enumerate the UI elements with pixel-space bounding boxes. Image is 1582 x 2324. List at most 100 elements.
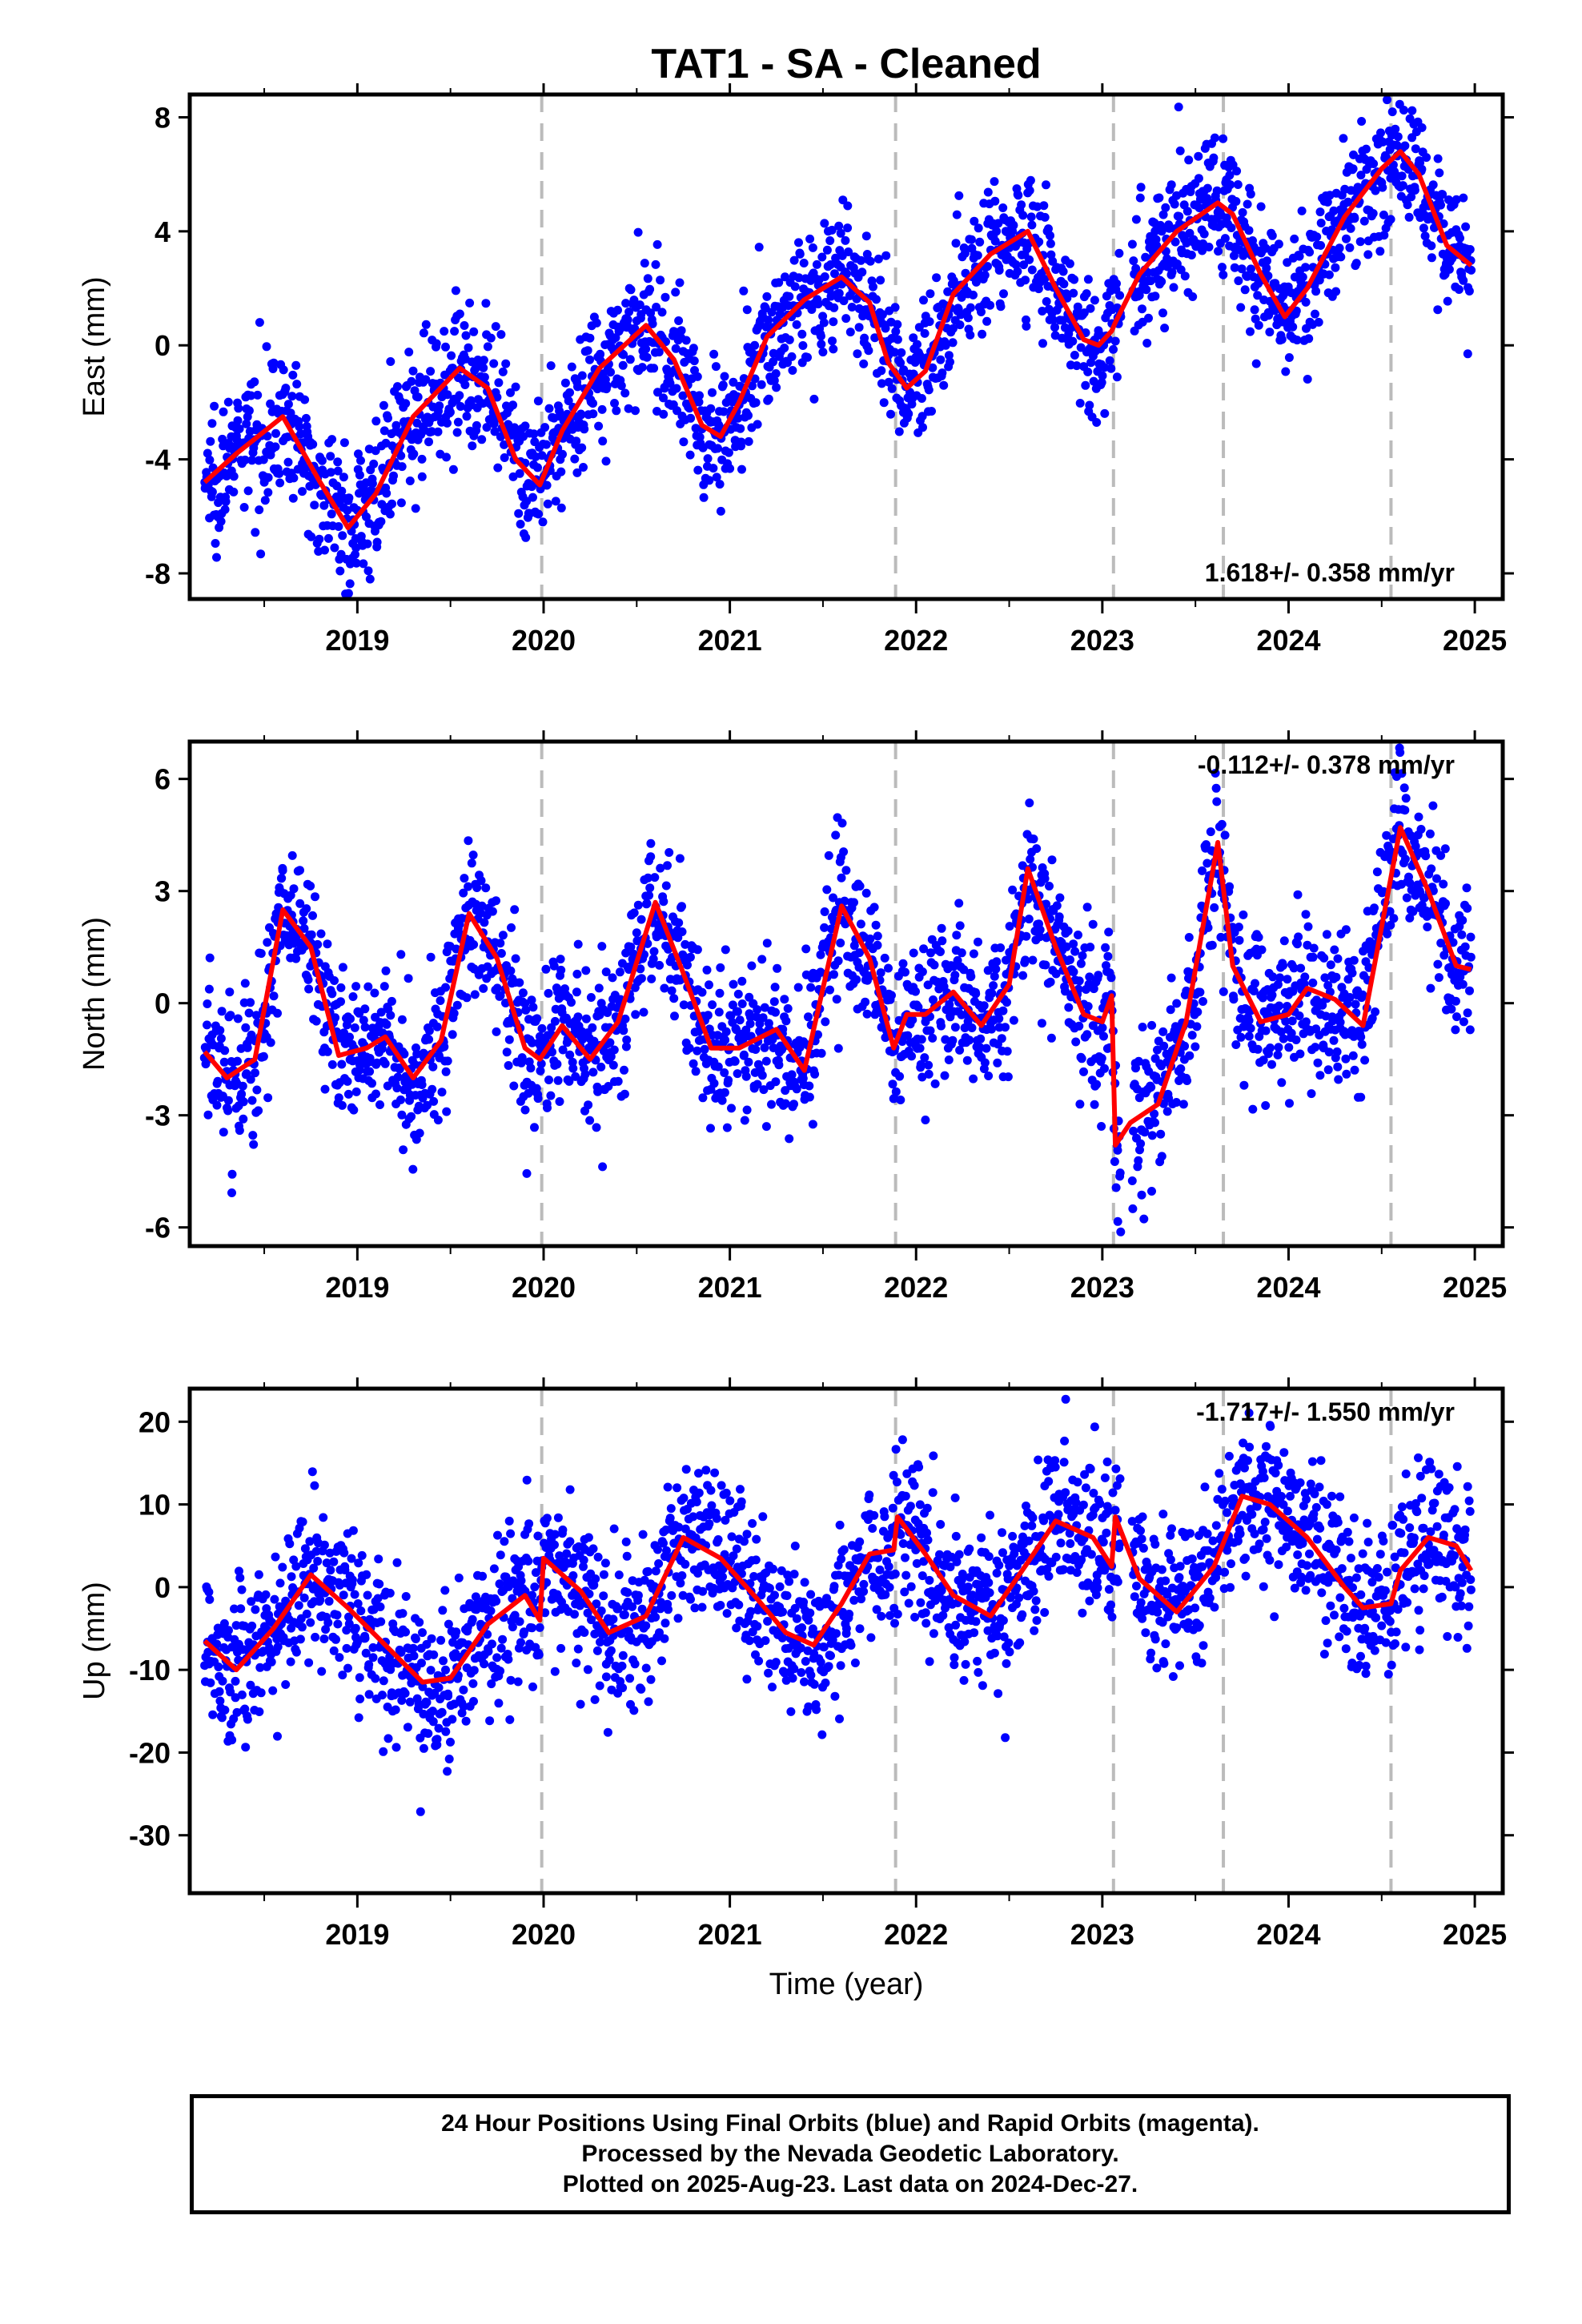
data-point <box>1219 987 1228 996</box>
data-point <box>354 1558 363 1568</box>
data-point <box>774 278 784 287</box>
data-point <box>338 963 347 972</box>
data-point <box>677 927 687 936</box>
data-point <box>453 417 463 427</box>
data-point <box>434 1723 444 1733</box>
data-point <box>1246 264 1255 274</box>
data-point <box>391 1743 401 1752</box>
data-point <box>639 1007 648 1017</box>
data-point <box>656 275 665 285</box>
data-point <box>362 512 371 521</box>
data-point <box>213 1623 223 1633</box>
y-tick-label: -8 <box>145 557 171 590</box>
data-point <box>994 266 1004 275</box>
data-point <box>1331 972 1341 982</box>
data-point <box>694 397 704 407</box>
data-point <box>1303 375 1312 384</box>
data-point <box>785 1134 794 1144</box>
data-point <box>263 1093 273 1103</box>
data-point <box>771 369 781 378</box>
data-point <box>642 899 652 908</box>
velocity-label: -0.112+/- 0.378 mm/yr <box>1198 750 1455 779</box>
data-point <box>1140 1128 1150 1137</box>
data-point <box>1408 907 1418 916</box>
data-point <box>636 915 646 924</box>
data-point <box>727 1104 736 1113</box>
data-point <box>649 947 659 956</box>
data-point <box>1301 910 1311 919</box>
data-point <box>311 1546 321 1556</box>
data-point <box>636 964 645 974</box>
data-point <box>804 1012 813 1022</box>
data-point <box>697 987 707 997</box>
data-point <box>247 391 255 400</box>
data-point <box>355 470 364 480</box>
data-point <box>948 1035 958 1045</box>
data-point <box>324 1597 334 1606</box>
data-point <box>301 413 311 423</box>
data-point <box>464 343 473 352</box>
data-point <box>1017 200 1026 210</box>
data-point <box>337 486 347 496</box>
data-point <box>1371 1007 1380 1016</box>
data-point <box>780 995 789 1004</box>
data-point <box>1231 197 1241 206</box>
data-point <box>1378 183 1387 192</box>
data-point <box>214 1663 223 1671</box>
data-point <box>580 1070 590 1079</box>
data-point <box>1244 1031 1254 1041</box>
data-point <box>469 1697 478 1706</box>
data-point <box>674 316 684 325</box>
data-point <box>721 1027 731 1036</box>
data-point <box>652 239 662 249</box>
data-point <box>709 464 718 473</box>
data-point <box>408 1164 418 1174</box>
data-point <box>520 999 530 1008</box>
data-point <box>693 1046 702 1055</box>
data-point <box>247 1621 257 1630</box>
data-point <box>1074 1021 1084 1031</box>
data-point <box>980 1058 990 1068</box>
data-point <box>596 1062 606 1072</box>
data-point <box>530 1123 539 1132</box>
data-point <box>893 320 902 329</box>
data-point <box>511 382 520 392</box>
data-point <box>521 533 531 542</box>
data-point <box>665 848 674 857</box>
data-point <box>216 517 226 526</box>
data-point <box>871 920 881 930</box>
data-point <box>1037 1019 1046 1028</box>
data-point <box>1349 150 1358 159</box>
data-point <box>805 1092 814 1102</box>
data-point <box>232 1707 242 1717</box>
data-point <box>618 360 628 370</box>
data-point <box>456 402 465 411</box>
data-point <box>597 942 607 951</box>
data-point <box>217 1713 227 1723</box>
data-point <box>295 1634 305 1644</box>
data-point <box>465 1598 475 1608</box>
data-point <box>263 938 272 947</box>
data-point <box>789 255 799 265</box>
data-point <box>383 413 392 423</box>
data-point <box>865 256 875 266</box>
data-point <box>441 983 450 992</box>
data-point <box>1239 910 1248 919</box>
data-point <box>235 424 244 433</box>
data-point <box>371 416 381 426</box>
data-point <box>1346 223 1355 233</box>
data-point <box>1071 1037 1081 1047</box>
data-point <box>327 509 336 519</box>
data-point <box>379 982 389 991</box>
data-point <box>343 1076 352 1086</box>
y-tick-label: 4 <box>155 215 171 248</box>
data-point <box>977 308 986 316</box>
data-point <box>521 1005 531 1015</box>
data-point <box>1235 935 1244 945</box>
data-point <box>1410 186 1419 195</box>
data-point <box>305 1537 315 1546</box>
data-point <box>203 1110 213 1120</box>
data-point <box>1079 1067 1088 1076</box>
data-point <box>263 472 273 482</box>
